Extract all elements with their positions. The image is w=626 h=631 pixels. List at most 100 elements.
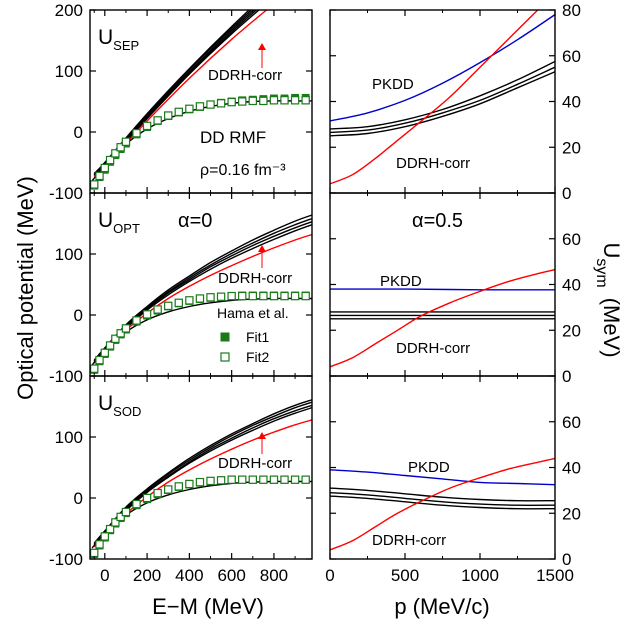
x-tick-label: 0 (100, 566, 109, 585)
data-point-fit2 (227, 475, 236, 484)
data-point-fit2 (269, 96, 279, 105)
y-tick-label: 100 (55, 245, 83, 264)
series-line-series-2 (93, 401, 312, 545)
series-line-series-1 (93, 10, 258, 176)
data-point-fit2 (206, 100, 215, 109)
data-point-fit2 (174, 482, 183, 491)
panel-label-base: U (98, 392, 113, 415)
data-point-fit2 (290, 96, 300, 105)
plot-content (330, 10, 555, 185)
left-y-axis-title: Optical potential (MeV) (13, 176, 38, 400)
panel-u_sep: -100 0 100 200 USEP DDRH-corr DD RMF ρ=0.16 fm⁻… (49, 1, 313, 203)
series-line-series-2 (93, 10, 255, 176)
series-line-pkdd (330, 469, 555, 486)
y-tick-label: 200 (55, 1, 83, 20)
series-line-series-2 (93, 217, 312, 362)
data-point-fit2 (132, 499, 141, 509)
panel-label: USOD (98, 392, 141, 419)
data-point-fit2 (95, 540, 104, 549)
data-point-fit2 (301, 96, 310, 105)
data-point-fit2 (248, 96, 257, 106)
y-tick-label: 40 (562, 93, 581, 112)
y-tick-label: 0 (74, 489, 83, 508)
data-point-fit2 (111, 149, 120, 158)
x-tick-label: 200 (133, 566, 161, 585)
legend-label-fit1: Fit1 (246, 329, 270, 345)
annotation-alpha: α=0.5 (412, 210, 463, 232)
curve-label-pkdd: PKDD (372, 76, 414, 93)
series-line-series-1 (93, 404, 312, 545)
curve-label-ddrh: DDRH-corr (396, 340, 470, 357)
x-tick-label: 800 (260, 566, 288, 585)
x-tick-label: 1000 (461, 566, 499, 585)
data-point-fit2 (301, 475, 310, 484)
data-point-fit2 (195, 102, 205, 111)
data-point-fit2 (301, 291, 310, 301)
data-point-fit2 (153, 116, 162, 125)
series-line-pkdd (330, 14, 555, 122)
panel-label-sub: SEP (113, 38, 139, 53)
data-point-fit2 (269, 291, 279, 301)
y-tick-label: 0 (74, 123, 83, 142)
series-line-ddrh-corr (330, 457, 555, 551)
data-point-fit2 (269, 475, 279, 484)
data-point-fit2 (206, 476, 215, 486)
data-point-fit2 (105, 155, 115, 165)
data-point-fit2 (95, 355, 104, 365)
legend-title: Hama et al. (217, 305, 289, 321)
data-point-fit2 (105, 524, 115, 534)
curve-label-pkdd: PKDD (380, 273, 422, 290)
right-y-axis-title-base: U (599, 242, 624, 258)
data-point-fit2 (105, 341, 115, 350)
data-point-fit2 (259, 96, 268, 106)
y-tick-label: -100 (49, 184, 83, 203)
curve-label-ddrh: DDRH-corr (208, 67, 282, 84)
data-point-fit2 (116, 512, 125, 522)
right-y-axis-title-sub: sym (593, 258, 610, 287)
curve-label-ddrh: DDRH-corr (218, 455, 292, 472)
data-point-fit2 (185, 104, 194, 114)
series-line-ddrh-corr (93, 10, 268, 178)
series-line-ddrh-corr (330, 268, 555, 368)
panel-u_sod: 0 200 400 600 800 -100 0 100 USOD DDRH-corr (49, 375, 313, 585)
x-tick-label: 400 (175, 566, 203, 585)
series-line-series-2 (330, 492, 555, 506)
series-line-series-0 (93, 10, 260, 177)
y-tick-label: 40 (562, 276, 581, 295)
legend-marker-fit1 (220, 332, 230, 342)
annotation-model: DD RMF (200, 128, 266, 147)
data-point-fit2 (216, 292, 226, 301)
x-tick-label: 500 (391, 566, 419, 585)
plot-content (90, 10, 312, 190)
plot-content (330, 268, 555, 368)
series-fit2-markers (90, 96, 310, 189)
series-line-series-3 (330, 487, 555, 502)
data-point-fit2 (280, 291, 289, 301)
data-point-fit2 (280, 96, 289, 105)
data-point-fit2 (132, 129, 141, 138)
right-y-axis-title: Usym (MeV) (593, 242, 624, 357)
y-tick-label: 100 (55, 62, 83, 81)
data-point-fit2 (290, 475, 300, 484)
series-line-series-2 (330, 66, 555, 134)
data-point-fit2 (95, 171, 104, 181)
data-point-fit2 (90, 548, 99, 558)
series-line-series-3 (93, 10, 253, 175)
panel-u_sep_sym: 0 20 40 60 80 PKDD DDRH-corr (329, 1, 581, 203)
data-point-fit2 (238, 291, 247, 301)
y-tick-label: 60 (562, 47, 581, 66)
arrow-head-ddrh (258, 245, 266, 252)
data-point-fit2 (174, 298, 183, 308)
y-tick-label: -100 (49, 367, 83, 386)
y-tick-label: 20 (562, 138, 581, 157)
data-point-fit2 (142, 310, 152, 319)
plot-content (330, 457, 555, 551)
data-point-fit2 (206, 293, 215, 302)
left-x-axis-title: E−M (MeV) (152, 594, 264, 619)
y-tick-label: -100 (49, 550, 83, 569)
right-x-axis-title: p (MeV/c) (394, 594, 489, 619)
data-point-fit2 (142, 121, 152, 131)
